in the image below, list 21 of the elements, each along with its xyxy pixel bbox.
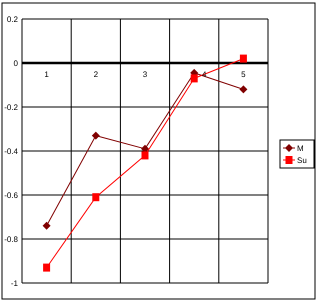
x-tick-label: 2 [94, 70, 99, 79]
y-tick-label: -0.8 [4, 234, 19, 244]
legend-label: M [297, 144, 304, 153]
point [92, 132, 100, 140]
x-tick-label: 3 [142, 70, 148, 79]
point [92, 193, 100, 202]
point [239, 85, 248, 94]
x-tick-label: 5 [241, 70, 246, 79]
legend-label: Su [297, 156, 307, 165]
point [43, 264, 50, 272]
y-tick-label: -0.6 [4, 190, 19, 200]
point [240, 54, 247, 63]
y-tick-label: -0.2 [4, 102, 19, 112]
point [190, 74, 198, 82]
point [142, 151, 148, 160]
y-tick-label: 0 [14, 58, 19, 68]
y-tick-label: -0.4 [4, 146, 19, 156]
y-tick-label: 0.2 [6, 14, 19, 24]
x-tick-label: 1 [44, 70, 50, 79]
y-tick-label: -1 [10, 278, 19, 288]
point [42, 222, 51, 230]
